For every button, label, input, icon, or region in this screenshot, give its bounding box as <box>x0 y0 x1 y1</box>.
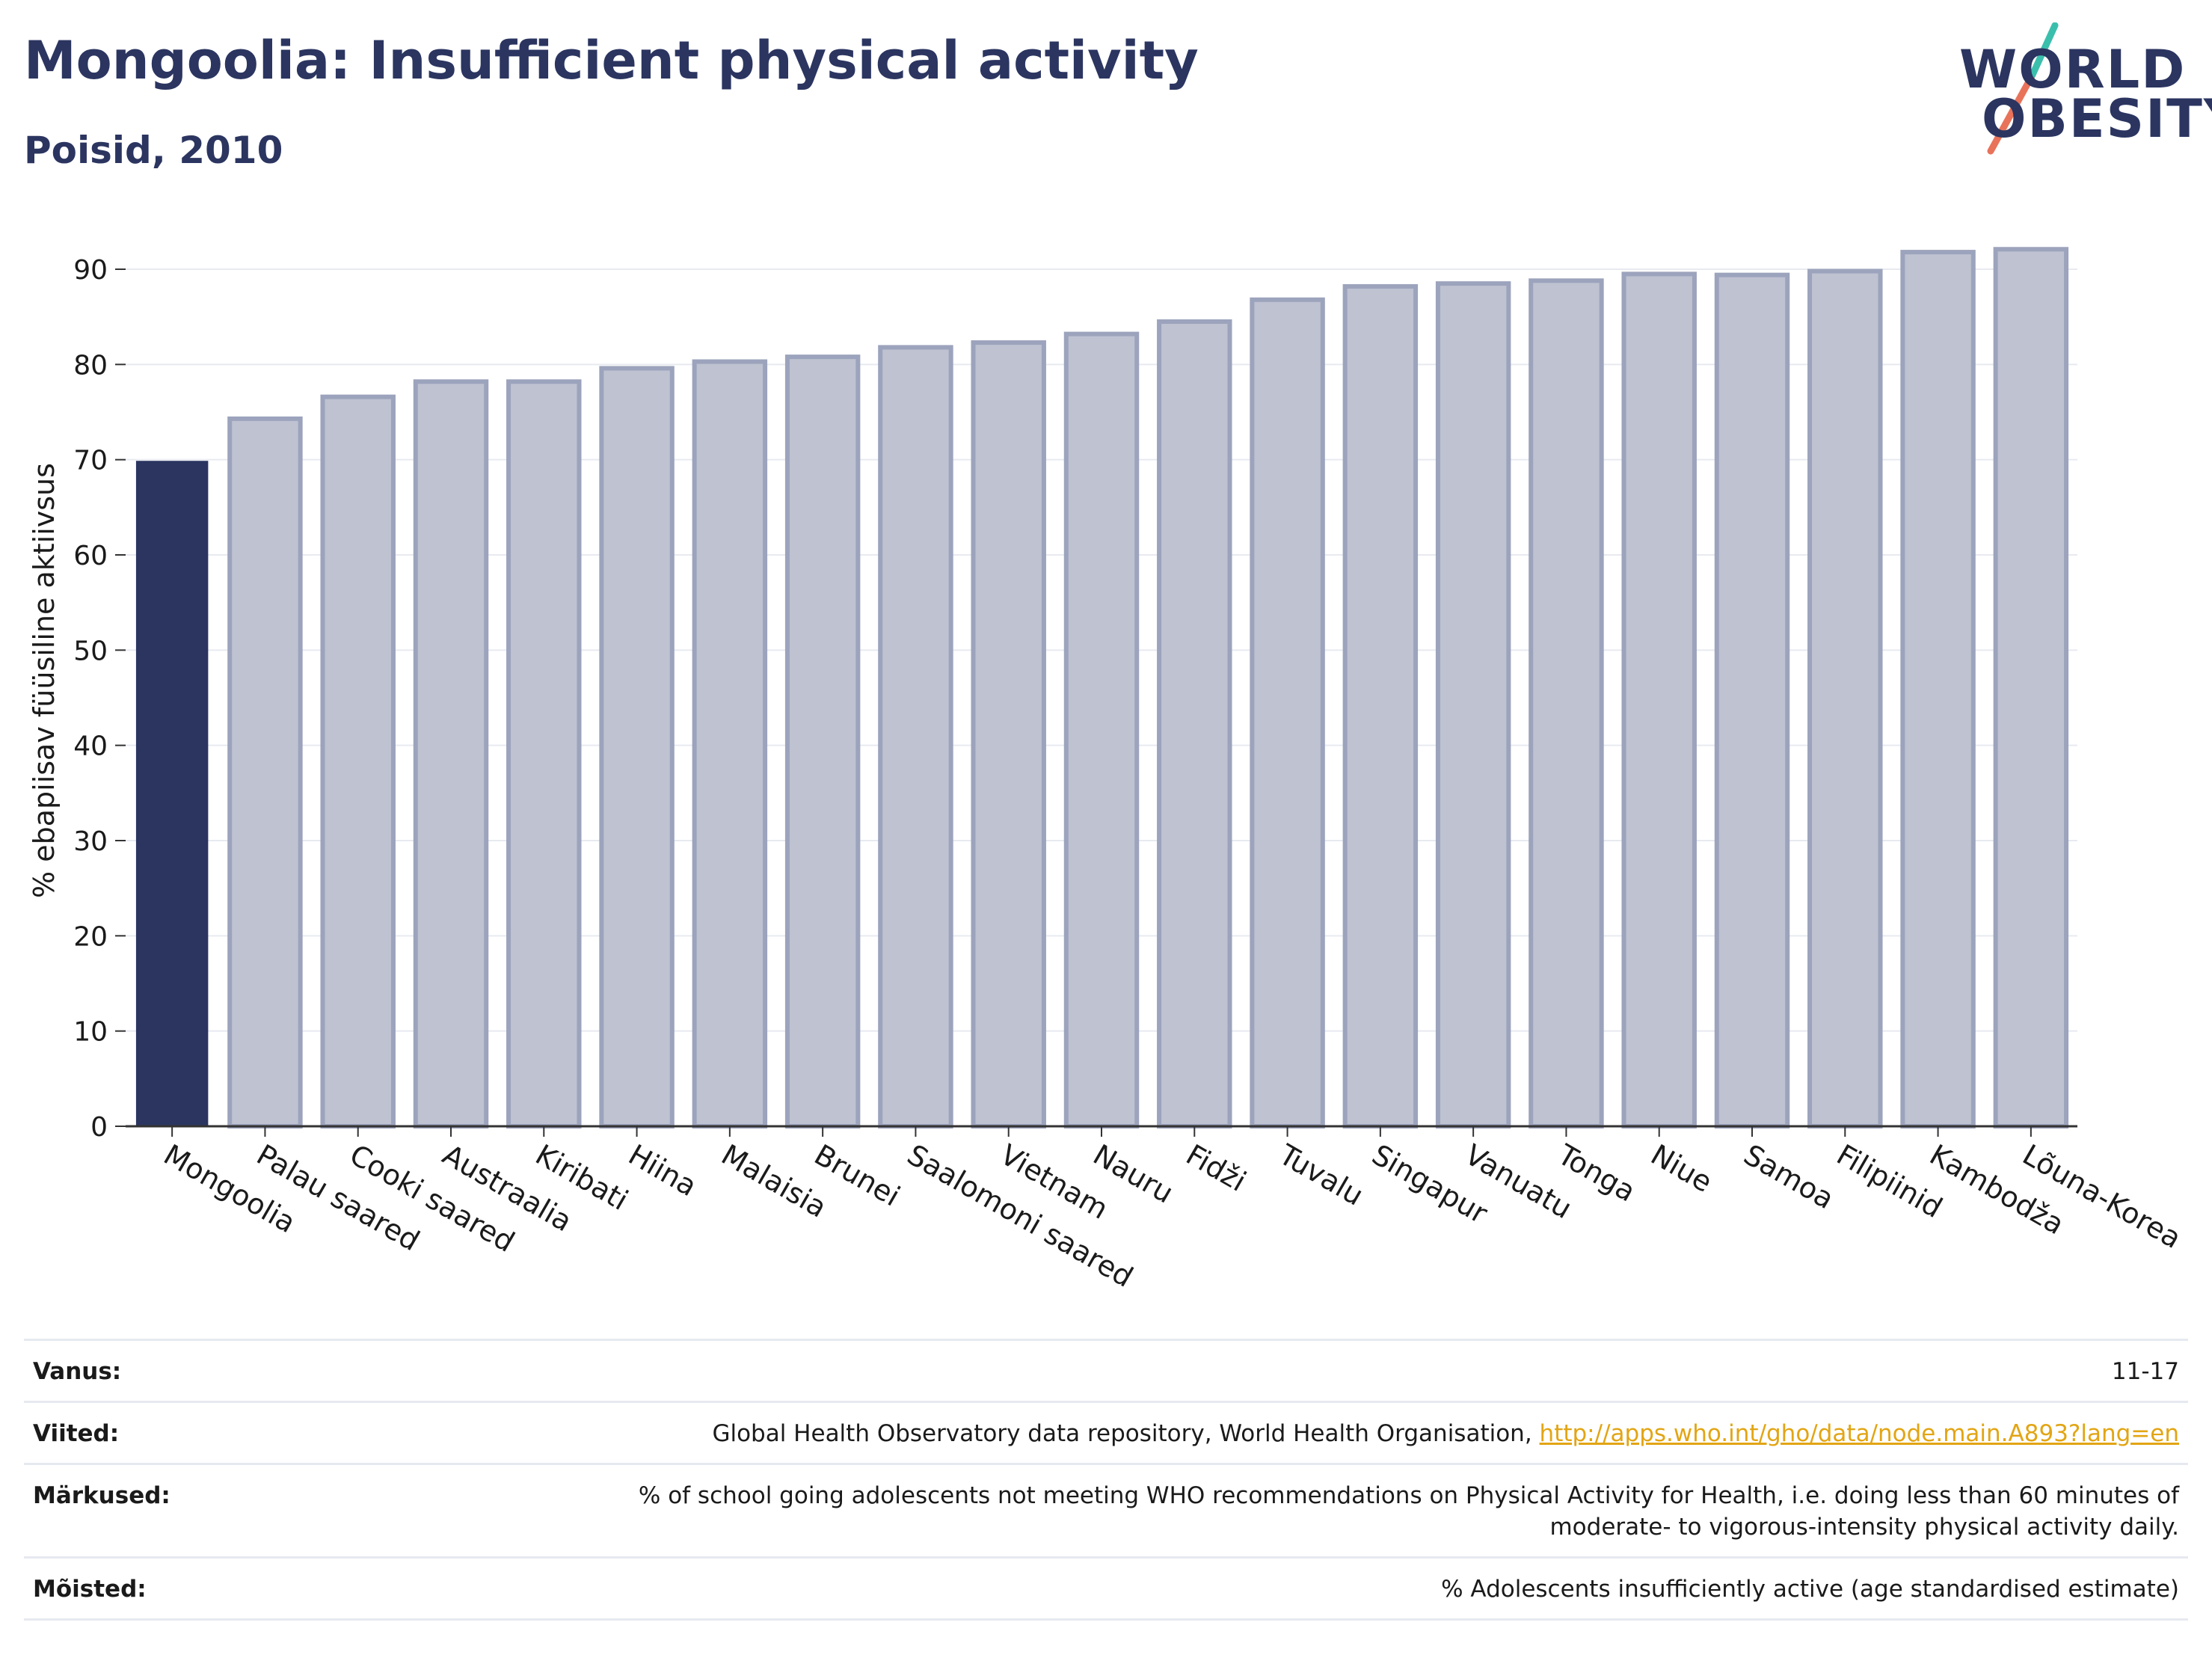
bar-niue <box>1621 271 1697 1129</box>
bar-hiina <box>599 366 675 1129</box>
y-tick-label: 90 <box>73 255 108 286</box>
y-tick-label: 40 <box>73 731 108 762</box>
references-link[interactable]: http://apps.who.int/gho/data/node.main.A… <box>1539 1420 2179 1447</box>
bar-saalomoni-saared <box>878 345 953 1129</box>
meta-row-references: Viited: Global Health Observatory data r… <box>24 1401 2188 1463</box>
age-value: 11-17 <box>2111 1358 2179 1385</box>
meta-row-age: Vanus: 11-17 <box>24 1339 2188 1401</box>
bar-singapur <box>1342 283 1419 1129</box>
bar-cooki-saared <box>320 394 396 1129</box>
notes-label: Märkused: <box>33 1482 170 1509</box>
bar-palau-saared <box>227 416 303 1129</box>
references-label: Viited: <box>33 1420 120 1447</box>
chart-title: Mongoolia: Insufficient physical activit… <box>24 30 1199 91</box>
y-tick-label: 70 <box>73 446 108 476</box>
bar-l-una-korea <box>1993 247 2069 1129</box>
y-tick-label: 80 <box>73 350 108 381</box>
references-text: Global Health Observatory data repositor… <box>712 1420 1532 1447</box>
y-tick-label: 10 <box>73 1017 108 1048</box>
age-label: Vanus: <box>33 1358 122 1385</box>
logo-slash-icon <box>1987 22 2059 155</box>
bar-kiribati <box>506 379 582 1129</box>
y-axis-label: % ebapiisav füüsiline aktiivsus <box>28 463 61 898</box>
bar-malaisia <box>692 359 768 1129</box>
bar-samoa <box>1714 272 1790 1129</box>
bar-nauru <box>1063 331 1140 1129</box>
bar-vietnam <box>971 340 1046 1129</box>
bar-fid-i <box>1157 319 1232 1129</box>
references-value: Global Health Observatory data repositor… <box>257 1418 2179 1449</box>
x-tick-label: Niue <box>1645 1138 1718 1199</box>
x-tick-label: Tuvalu <box>1273 1137 1368 1212</box>
x-tick-label: Filipiinid <box>1831 1138 1948 1224</box>
meta-row-definitions: Mõisted: % Adolescents insufficiently ac… <box>24 1556 2188 1621</box>
bar-vanuatu <box>1435 281 1511 1129</box>
meta-row-notes: Märkused: % of school going adolescents … <box>24 1463 2188 1556</box>
world-obesity-logo: WORLD OBESITY <box>1944 22 2212 157</box>
bar-tuvalu <box>1250 297 1325 1129</box>
bar-kambod-a <box>1900 250 1976 1129</box>
notes-value: % of school going adolescents not meetin… <box>638 1482 2179 1541</box>
x-tick-label: Malaisia <box>716 1138 832 1224</box>
y-tick-label: 30 <box>73 826 108 857</box>
definitions-label: Mõisted: <box>33 1576 147 1603</box>
bar-mongoolia <box>135 461 209 1128</box>
y-tick-label: 60 <box>73 541 108 571</box>
chart-subtitle: Poisid, 2010 <box>24 129 283 172</box>
bar-tonga <box>1529 278 1604 1129</box>
definitions-value: % Adolescents insufficiently active (age… <box>1441 1576 2179 1603</box>
y-tick-label: 20 <box>73 921 108 952</box>
y-tick-label: 0 <box>90 1112 108 1143</box>
bars <box>135 247 2069 1129</box>
x-tick-label: Samoa <box>1739 1138 1840 1216</box>
metadata-table: Vanus: 11-17 Viited: Global Health Obser… <box>24 1339 2188 1621</box>
x-tick-label: Hiina <box>623 1138 702 1203</box>
y-tick-label: 50 <box>73 636 108 666</box>
bar-austraalia <box>413 379 489 1129</box>
bar-filipiinid <box>1807 268 1883 1129</box>
logo-line-2: OBESITY <box>1982 88 2212 150</box>
logo-line-1: WORLD <box>1959 39 2187 100</box>
x-tick-label: Fidži <box>1181 1138 1252 1198</box>
bar-brunei <box>784 354 861 1129</box>
